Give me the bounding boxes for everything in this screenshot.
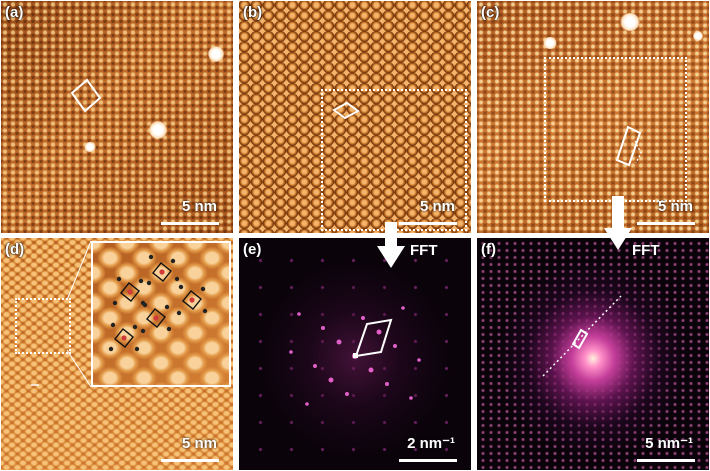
bright-defect <box>693 31 703 41</box>
panel-f-label: (f) <box>481 241 496 258</box>
fft-overlay <box>542 295 622 377</box>
unit-cell-overlay <box>70 78 102 113</box>
panel-d-label: (d) <box>5 241 25 258</box>
panel-e: (e) 2 nm⁻¹ <box>239 238 471 470</box>
bright-defect <box>149 121 167 139</box>
panel-c: (c) 5 nm <box>477 1 709 233</box>
bright-defect <box>84 142 96 152</box>
scale-bar <box>161 222 219 225</box>
panel-d: (d) 5 <box>1 238 233 470</box>
scale-bar <box>399 459 457 462</box>
zoom-region-box <box>15 298 71 354</box>
panel-b-label: (b) <box>243 4 263 21</box>
fft-arrow-label: FFT <box>410 242 438 259</box>
unit-cell-overlay <box>615 125 642 167</box>
bright-defect <box>620 13 640 31</box>
panel-a-label: (a) <box>5 4 24 21</box>
molecule-models <box>108 254 208 352</box>
panel-a: (a) 5 nm <box>1 1 233 233</box>
scale-bar-label: 5 nm <box>181 198 217 215</box>
panel-b: (b) 5 nm <box>239 1 471 233</box>
panel-f: (f) 5 nm⁻¹ <box>477 238 709 470</box>
fft-spots <box>289 306 421 406</box>
scale-bar-label: 5 nm <box>657 198 693 215</box>
unit-cell-overlay <box>332 101 360 120</box>
scale-bar-label: 5 nm <box>419 198 455 215</box>
fft-arrow-c-to-f <box>604 196 632 250</box>
scale-bar <box>637 459 695 462</box>
panel-e-label: (e) <box>243 241 262 258</box>
zoom-connector-lines <box>31 240 92 388</box>
bright-defect <box>543 37 557 49</box>
scale-bar <box>161 459 219 462</box>
zoom-inset <box>91 241 231 387</box>
fft-arrow-label: FFT <box>632 242 660 259</box>
scale-bar <box>399 222 457 225</box>
scale-bar-label: 2 nm⁻¹ <box>407 435 455 452</box>
bright-defect <box>208 46 224 62</box>
scale-bar-label: 5 nm <box>181 435 217 452</box>
fft-arrow-b-to-e <box>377 222 405 268</box>
scale-bar-label: 5 nm⁻¹ <box>645 435 693 452</box>
panel-c-label: (c) <box>481 4 500 21</box>
scale-bar <box>637 222 695 225</box>
